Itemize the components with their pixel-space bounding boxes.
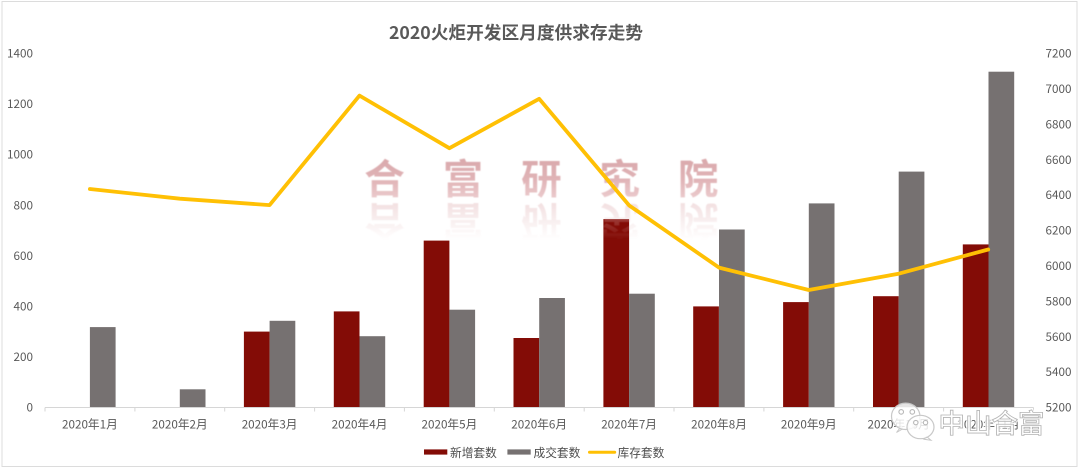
svg-text:1200: 1200: [7, 95, 33, 112]
svg-text:2020年11月: 2020年11月: [957, 415, 1019, 432]
svg-text:1400: 1400: [7, 45, 33, 62]
svg-text:合富研究院: 合富研究院: [364, 147, 756, 206]
svg-text:1000: 1000: [7, 146, 33, 163]
svg-text:2020年5月: 2020年5月: [421, 415, 477, 432]
svg-text:200: 200: [14, 348, 33, 365]
svg-text:6800: 6800: [1046, 115, 1072, 132]
svg-text:7200: 7200: [1046, 45, 1072, 62]
svg-text:5400: 5400: [1046, 363, 1072, 380]
svg-text:2020年7月: 2020年7月: [601, 415, 657, 432]
svg-text:库存套数: 库存套数: [618, 444, 665, 461]
svg-text:6600: 6600: [1046, 151, 1072, 168]
svg-text:2020火炬开发区月度供求存走势: 2020火炬开发区月度供求存走势: [389, 19, 643, 45]
svg-text:成交套数: 成交套数: [534, 444, 581, 461]
svg-text:5600: 5600: [1046, 328, 1072, 345]
svg-text:2020年9月: 2020年9月: [781, 415, 837, 432]
svg-text:2020年3月: 2020年3月: [242, 415, 298, 432]
svg-text:5800: 5800: [1046, 292, 1072, 309]
svg-text:7000: 7000: [1046, 80, 1072, 97]
svg-text:2020年1月: 2020年1月: [62, 415, 118, 432]
svg-text:2020年2月: 2020年2月: [152, 415, 208, 432]
svg-text:800: 800: [14, 196, 33, 213]
svg-text:0: 0: [27, 399, 34, 416]
svg-text:中山合富: 中山合富: [939, 402, 1045, 441]
svg-text:中山合富: 中山合富: [939, 402, 1045, 441]
svg-text:400: 400: [14, 298, 33, 315]
svg-text:6400: 6400: [1046, 186, 1072, 203]
svg-text:600: 600: [14, 247, 33, 264]
svg-text:2020年6月: 2020年6月: [511, 415, 567, 432]
svg-text:新增套数: 新增套数: [450, 444, 497, 461]
svg-text:合富研究院: 合富研究院: [364, 195, 756, 254]
svg-text:2020年4月: 2020年4月: [332, 415, 388, 432]
svg-text:2020年8月: 2020年8月: [691, 415, 747, 432]
svg-text:6200: 6200: [1046, 222, 1072, 239]
svg-text:6000: 6000: [1046, 257, 1072, 274]
svg-text:5200: 5200: [1046, 399, 1072, 416]
